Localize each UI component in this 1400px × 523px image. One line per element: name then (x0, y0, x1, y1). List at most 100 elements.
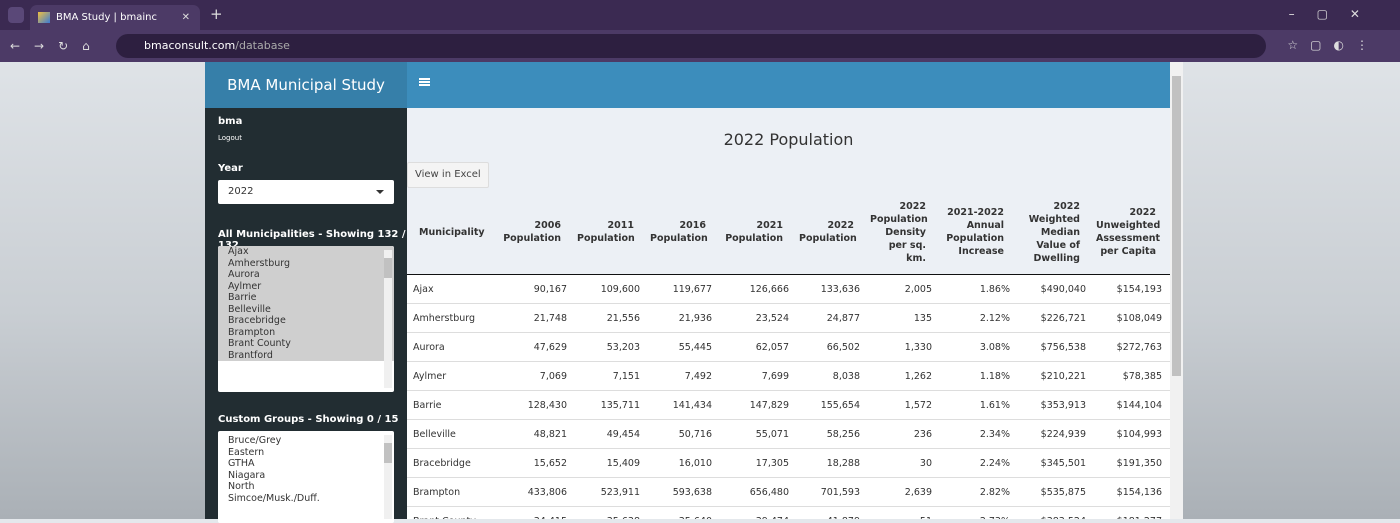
column-header[interactable]: 2022 Unweighted Assessment per Capita (1094, 190, 1170, 275)
table-cell: $78,385 (1094, 362, 1170, 391)
group-option[interactable]: Eastern (218, 447, 394, 459)
tab-title: BMA Study | bmainc (56, 12, 157, 23)
table-cell: $108,049 (1094, 304, 1170, 333)
table-cell: 50,716 (648, 420, 720, 449)
group-option[interactable]: GTHA (218, 458, 394, 470)
table-cell: $345,501 (1018, 449, 1094, 478)
column-header[interactable]: 2022 Population Density per sq. km. (868, 190, 940, 275)
column-header[interactable]: 2021-2022 Annual Population Increase (940, 190, 1018, 275)
table-cell: 593,638 (648, 478, 720, 507)
brand[interactable]: BMA Municipal Study (205, 62, 407, 108)
municipality-option[interactable]: Bracebridge (218, 315, 394, 327)
table-cell: 18,288 (797, 449, 868, 478)
page: {"browser":{"tab_title":"BMA Study | bma… (0, 0, 1400, 519)
new-tab[interactable]: + (210, 5, 223, 23)
table-cell: 135 (868, 304, 940, 333)
page-scrollbar[interactable] (1170, 62, 1183, 519)
column-header[interactable]: Municipality (407, 190, 490, 275)
window-controls[interactable]: –▢✕ (1289, 7, 1382, 21)
table-cell: 236 (868, 420, 940, 449)
table-cell: $756,538 (1018, 333, 1094, 362)
table-cell: 51 (868, 507, 940, 520)
municipality-option[interactable]: Brampton (218, 327, 394, 339)
group-option[interactable]: Bruce/Grey (218, 435, 394, 447)
municipality-option[interactable]: Brantford (218, 350, 394, 362)
table-cell: $224,939 (1018, 420, 1094, 449)
table-cell: $104,993 (1094, 420, 1170, 449)
table-row: Barrie128,430135,711141,434147,829155,65… (407, 391, 1170, 420)
table-cell: 7,699 (720, 362, 797, 391)
column-header[interactable]: 2021 Population (720, 190, 797, 275)
table-cell: 30 (868, 449, 940, 478)
table-cell: 35,640 (648, 507, 720, 520)
table-cell: 41,879 (797, 507, 868, 520)
table-cell: $210,221 (1018, 362, 1094, 391)
table-cell: 55,445 (648, 333, 720, 362)
table-cell: Aurora (407, 333, 490, 362)
browser-tab[interactable]: BMA Study | bmainc✕ (30, 5, 200, 30)
table-cell: 66,502 (797, 333, 868, 362)
url-domain: bmaconsult.com (144, 39, 235, 52)
table-cell: $535,875 (1018, 478, 1094, 507)
municipality-option[interactable]: Brant County (218, 338, 394, 350)
table-cell: 53,203 (575, 333, 648, 362)
table-cell: 90,167 (490, 275, 575, 304)
table-cell: 1.86% (940, 275, 1018, 304)
table-cell: 2,005 (868, 275, 940, 304)
municipality-option[interactable]: Ajax (218, 246, 394, 258)
toolbar[interactable]: ☆▢◐⋮ (1287, 38, 1380, 52)
menu-toggle[interactable] (419, 81, 430, 83)
table-cell: 133,636 (797, 275, 868, 304)
column-header[interactable]: 2006 Population (490, 190, 575, 275)
column-header[interactable]: 2016 Population (648, 190, 720, 275)
column-header[interactable]: 2022 Weighted Median Value of Dwelling (1018, 190, 1094, 275)
logout[interactable]: Logout (218, 134, 242, 142)
table-cell: Ajax (407, 275, 490, 304)
table-cell: 109,600 (575, 275, 648, 304)
export-label: View in Excel (415, 169, 481, 180)
year-select[interactable]: 2022 (218, 180, 394, 204)
group-option[interactable]: Niagara (218, 470, 394, 482)
table-cell: 656,480 (720, 478, 797, 507)
table-row: Brant County34,41535,63835,64039,47441,8… (407, 507, 1170, 520)
tab-bar: BMA Study | bmainc✕ + –▢✕ (0, 0, 1400, 30)
table-cell: Brant County (407, 507, 490, 520)
table-cell: 15,409 (575, 449, 648, 478)
column-header[interactable]: 2022 Population (797, 190, 868, 275)
table-cell: $181,277 (1094, 507, 1170, 520)
table-cell: Belleville (407, 420, 490, 449)
table-cell: 126,666 (720, 275, 797, 304)
table-cell: $353,913 (1018, 391, 1094, 420)
municipality-option[interactable]: Barrie (218, 292, 394, 304)
url-field[interactable]: bmaconsult.com/database (116, 34, 1266, 58)
table-cell: 135,711 (575, 391, 648, 420)
address-bar: ←→↻⌂ bmaconsult.com/database ☆▢◐⋮ (0, 30, 1400, 62)
table-cell: 58,256 (797, 420, 868, 449)
tab-menu[interactable] (8, 7, 24, 23)
table-cell: 141,434 (648, 391, 720, 420)
nav-buttons[interactable]: ←→↻⌂ (10, 39, 104, 53)
municipality-option[interactable]: Belleville (218, 304, 394, 316)
table-cell: 3.08% (940, 333, 1018, 362)
municipality-option[interactable]: Aurora (218, 269, 394, 281)
table-cell: $154,136 (1094, 478, 1170, 507)
table-cell: 49,454 (575, 420, 648, 449)
table-cell: 2.34% (940, 420, 1018, 449)
table-cell: 21,556 (575, 304, 648, 333)
group-option[interactable]: North (218, 481, 394, 493)
municipality-option[interactable]: Amherstburg (218, 258, 394, 270)
table-cell: 1,330 (868, 333, 940, 362)
table-cell: 1,262 (868, 362, 940, 391)
table-cell: $272,763 (1094, 333, 1170, 362)
column-header[interactable]: 2011 Population (575, 190, 648, 275)
table-cell: 2.12% (940, 304, 1018, 333)
table-cell: 16,010 (648, 449, 720, 478)
export-button[interactable]: View in Excel (407, 162, 489, 188)
group-option[interactable]: Simcoe/Musk./Duff. (218, 493, 394, 505)
table-cell: 701,593 (797, 478, 868, 507)
municipality-option[interactable]: Aylmer (218, 281, 394, 293)
